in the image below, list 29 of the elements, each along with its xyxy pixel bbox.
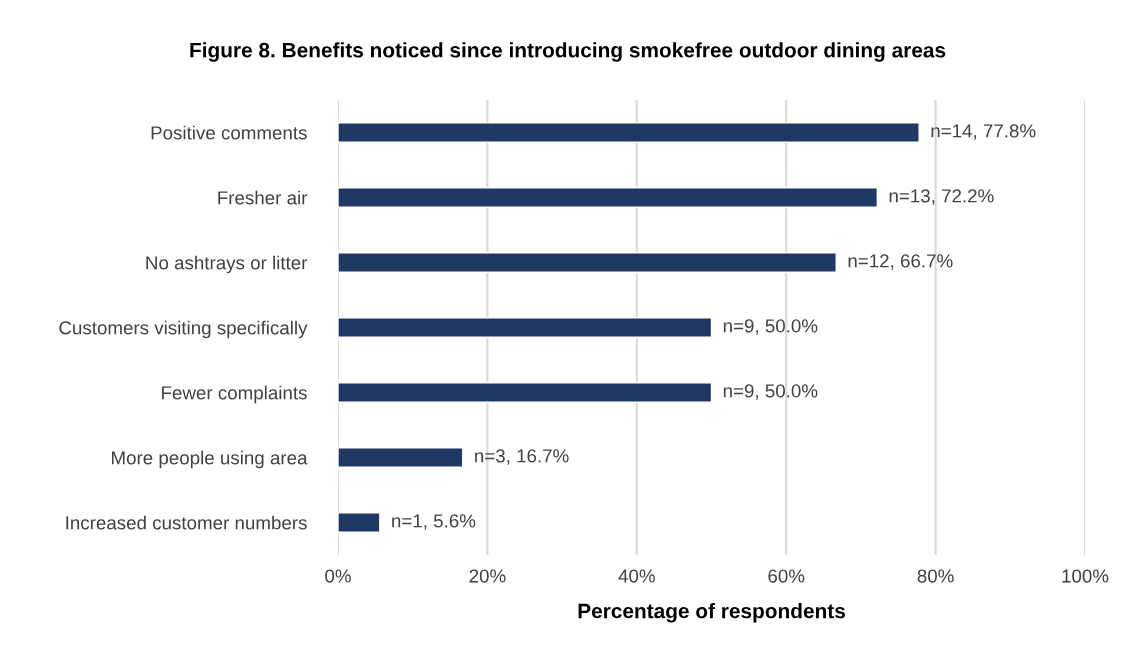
x-axis-title: Percentage of respondents: [578, 603, 845, 623]
y-tick-label: Fewer complaints: [162, 385, 307, 404]
bar: [338, 252, 837, 273]
y-tick-label: Positive comments: [151, 125, 307, 140]
y-tick-label: No ashtrays or litter: [146, 255, 308, 274]
x-tick-label: 100%: [1062, 569, 1109, 583]
data-label: n=14, 77.8%: [931, 124, 1036, 140]
bar: [338, 512, 381, 533]
data-label: n=13, 72.2%: [889, 189, 994, 205]
bar: [338, 187, 879, 208]
bar: [338, 317, 713, 338]
data-label: n=9, 50.0%: [723, 384, 818, 400]
data-label: n=9, 50.0%: [723, 319, 818, 335]
chart-title: Figure 8. Benefits noticed since introducing smokefree outdoor dining areas: [190, 42, 946, 62]
data-label: n=3, 16.7%: [475, 449, 569, 465]
y-tick-label: Fresher air: [218, 190, 308, 205]
bar: [338, 122, 920, 143]
bar: [338, 447, 464, 468]
x-tick-label: 40%: [618, 569, 655, 583]
x-tick-label: 80%: [917, 569, 954, 583]
data-label: n=12, 66.7%: [848, 254, 953, 270]
x-tick-label: 20%: [469, 569, 506, 583]
y-tick-label: Increased customer numbers: [66, 515, 307, 530]
data-label: n=1, 5.6%: [392, 514, 476, 530]
x-tick-label: 0%: [325, 569, 351, 583]
y-tick-label: Customers visiting specifically: [59, 320, 308, 339]
x-tick-label: 60%: [768, 569, 805, 583]
y-tick-label: More people using area: [112, 450, 308, 469]
bar: [338, 382, 713, 403]
